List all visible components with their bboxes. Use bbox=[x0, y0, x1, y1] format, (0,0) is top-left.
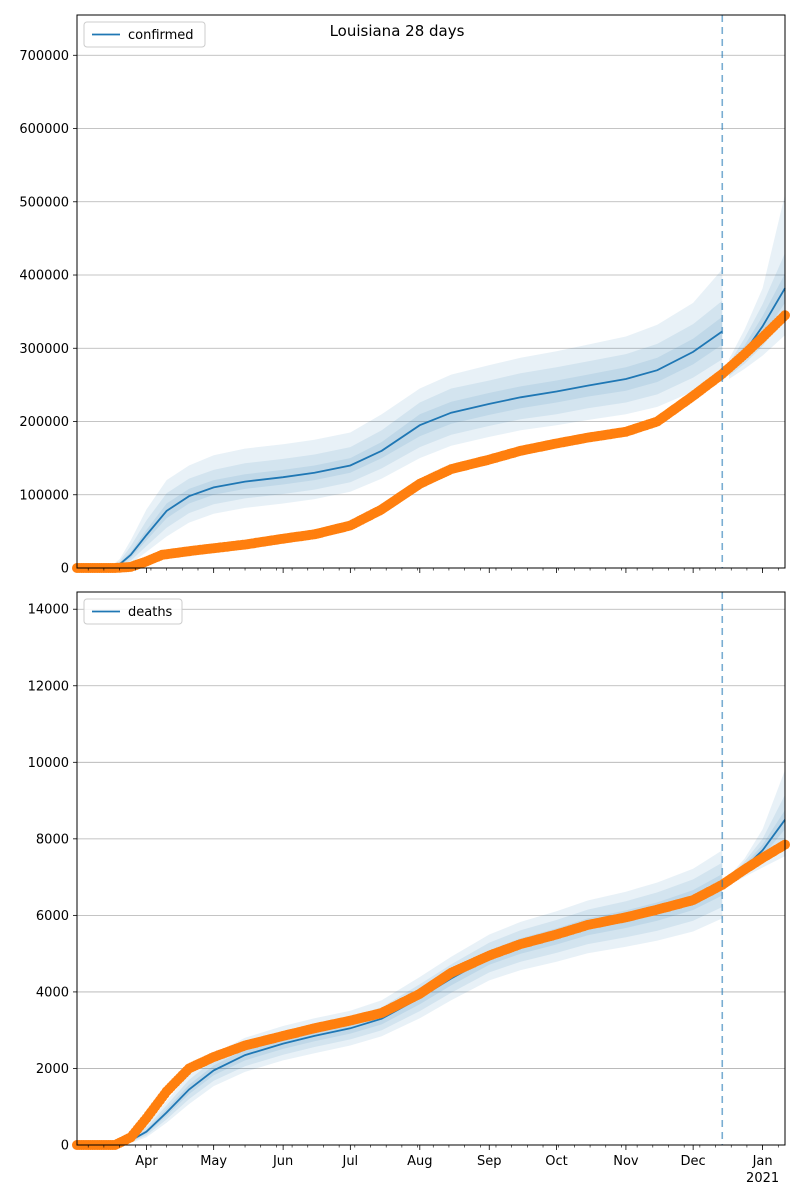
x-tick-label: Jun bbox=[272, 1154, 293, 1169]
y-tick-label: 500000 bbox=[19, 195, 69, 210]
legend-label: confirmed bbox=[128, 28, 194, 43]
x-tick-label: Nov bbox=[613, 1154, 639, 1169]
model-median-line bbox=[77, 330, 723, 569]
y-tick-label: 14000 bbox=[28, 603, 69, 618]
chart-title: Louisiana 28 days bbox=[330, 22, 465, 40]
y-tick-label: 400000 bbox=[19, 269, 69, 284]
x-tick-label: May bbox=[200, 1154, 227, 1169]
legend-label: deaths bbox=[128, 605, 173, 620]
axes-frame bbox=[76, 14, 786, 569]
y-tick-label: 12000 bbox=[28, 679, 69, 694]
deaths-panel: 0 2000 4000 6000 8000 10000 12000 14000 Apr May Ju… bbox=[28, 591, 790, 1186]
y-tick-label: 200000 bbox=[19, 415, 69, 430]
y-tick-label: 10000 bbox=[28, 756, 69, 771]
y-tick-label: 8000 bbox=[36, 832, 69, 847]
x-tick-label: Jan bbox=[752, 1154, 773, 1169]
x-tick-label: Oct bbox=[545, 1154, 567, 1169]
y-tick-label: 2000 bbox=[36, 1062, 69, 1077]
y-tick-label: 700000 bbox=[19, 49, 69, 64]
model-band-95 bbox=[77, 850, 723, 1145]
y-tick-label: 0 bbox=[61, 1139, 69, 1154]
x-tick-label: Apr bbox=[135, 1154, 158, 1169]
model-band-50 bbox=[77, 316, 723, 568]
y-tick-label: 600000 bbox=[19, 122, 69, 137]
legend: confirmed bbox=[83, 21, 206, 48]
y-tick-label: 4000 bbox=[36, 985, 69, 1000]
x-tick-label: Jul bbox=[341, 1154, 358, 1169]
x-tick-year-label: 2021 bbox=[746, 1171, 779, 1186]
y-tick-label: 100000 bbox=[19, 488, 69, 503]
model-band-80 bbox=[77, 300, 723, 568]
x-tick-label: Sep bbox=[477, 1154, 502, 1169]
legend: deaths bbox=[83, 598, 183, 625]
confirmed-panel: 0 100000 200000 300000 400000 500000 600000 700… bbox=[19, 14, 790, 577]
y-tick-label: 300000 bbox=[19, 342, 69, 357]
y-tick-label: 0 bbox=[61, 562, 69, 577]
x-tick-label: Aug bbox=[407, 1154, 432, 1169]
x-tick-label: Dec bbox=[681, 1154, 706, 1169]
forecast-band-80 bbox=[729, 253, 785, 377]
y-tick-label: 6000 bbox=[36, 909, 69, 924]
forecast-band-50 bbox=[729, 273, 785, 374]
axes-frame bbox=[76, 591, 786, 1146]
legend-box bbox=[83, 21, 206, 48]
legend-box bbox=[83, 598, 183, 625]
model-band-95 bbox=[77, 269, 723, 568]
